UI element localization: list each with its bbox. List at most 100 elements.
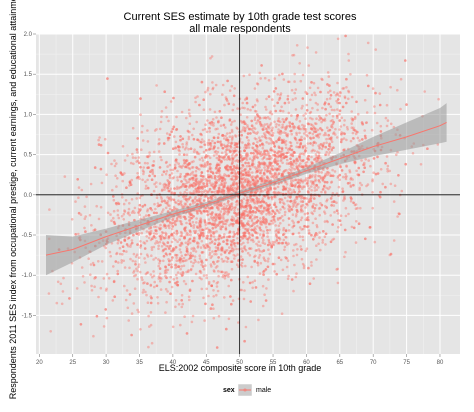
data-point: [299, 79, 303, 83]
data-point: [181, 164, 185, 168]
data-point: [136, 192, 139, 195]
data-point: [283, 101, 287, 105]
data-point: [94, 276, 97, 279]
data-point: [269, 219, 273, 223]
data-point: [178, 238, 181, 241]
data-point: [330, 124, 334, 127]
data-point: [261, 146, 265, 150]
data-point: [223, 219, 227, 223]
data-point: [232, 168, 235, 171]
data-point: [99, 167, 103, 171]
data-point: [235, 187, 239, 191]
data-point: [254, 183, 257, 186]
data-point: [191, 199, 194, 203]
data-point: [154, 242, 157, 245]
data-point: [388, 253, 392, 257]
data-point: [277, 145, 281, 148]
data-point: [76, 178, 79, 181]
data-point: [233, 206, 237, 210]
data-point: [307, 198, 311, 201]
data-point: [141, 139, 145, 142]
data-point: [183, 185, 187, 188]
data-point: [240, 185, 244, 188]
data-point: [164, 311, 167, 314]
data-point: [301, 187, 304, 190]
data-point: [244, 248, 248, 252]
data-point: [271, 240, 275, 244]
data-point: [111, 299, 115, 302]
data-point: [301, 123, 304, 127]
data-point: [181, 137, 185, 141]
data-point: [189, 213, 193, 216]
data-point: [261, 197, 265, 200]
data-point: [232, 103, 235, 106]
data-point: [227, 275, 230, 278]
data-point: [62, 276, 65, 280]
data-point: [292, 249, 295, 252]
data-point: [241, 184, 244, 188]
data-point: [92, 334, 95, 338]
data-point: [141, 291, 145, 294]
data-point: [274, 224, 278, 227]
data-point: [310, 162, 314, 165]
data-point: [145, 271, 149, 275]
data-point: [229, 184, 233, 188]
data-point: [114, 260, 118, 263]
data-point: [348, 170, 352, 174]
data-point: [215, 181, 218, 184]
data-point: [340, 169, 344, 172]
data-point: [285, 117, 289, 120]
data-point: [274, 125, 278, 129]
data-point: [235, 166, 238, 170]
data-point: [229, 144, 232, 148]
data-point: [190, 213, 194, 216]
data-point: [287, 229, 291, 232]
data-point: [317, 242, 320, 246]
data-point: [313, 189, 317, 192]
data-point: [254, 116, 257, 119]
data-point: [153, 174, 157, 178]
data-point: [339, 223, 343, 227]
data-point: [256, 219, 260, 222]
data-point: [227, 102, 231, 106]
data-point: [116, 272, 120, 276]
data-point: [188, 222, 192, 225]
data-point: [155, 284, 159, 288]
data-point: [301, 159, 304, 163]
data-point: [147, 214, 151, 217]
data-point: [233, 155, 237, 158]
data-point: [160, 110, 164, 113]
data-point: [146, 282, 149, 285]
data-point: [170, 172, 174, 175]
data-point: [294, 178, 298, 182]
data-point: [213, 262, 216, 266]
data-point: [317, 179, 321, 182]
data-point: [233, 143, 237, 147]
data-point: [205, 195, 208, 198]
data-point: [162, 183, 166, 187]
data-point: [247, 220, 250, 223]
data-point: [122, 212, 126, 216]
data-point: [300, 216, 304, 219]
data-point: [230, 243, 233, 247]
data-point: [310, 81, 313, 84]
data-point: [221, 215, 225, 219]
data-point: [336, 281, 340, 285]
data-point: [323, 235, 327, 238]
data-point: [178, 258, 182, 262]
data-point: [312, 238, 315, 241]
data-point: [75, 287, 79, 290]
data-point: [302, 165, 305, 168]
data-point: [300, 138, 303, 142]
data-point: [188, 219, 191, 222]
data-point: [218, 242, 221, 246]
data-point: [255, 194, 258, 198]
data-point: [336, 116, 339, 120]
data-point: [254, 249, 258, 252]
data-point: [192, 137, 196, 141]
data-point: [159, 120, 163, 124]
data-point: [229, 260, 233, 264]
data-point: [251, 210, 255, 213]
data-point: [344, 175, 347, 179]
data-point: [288, 124, 292, 128]
